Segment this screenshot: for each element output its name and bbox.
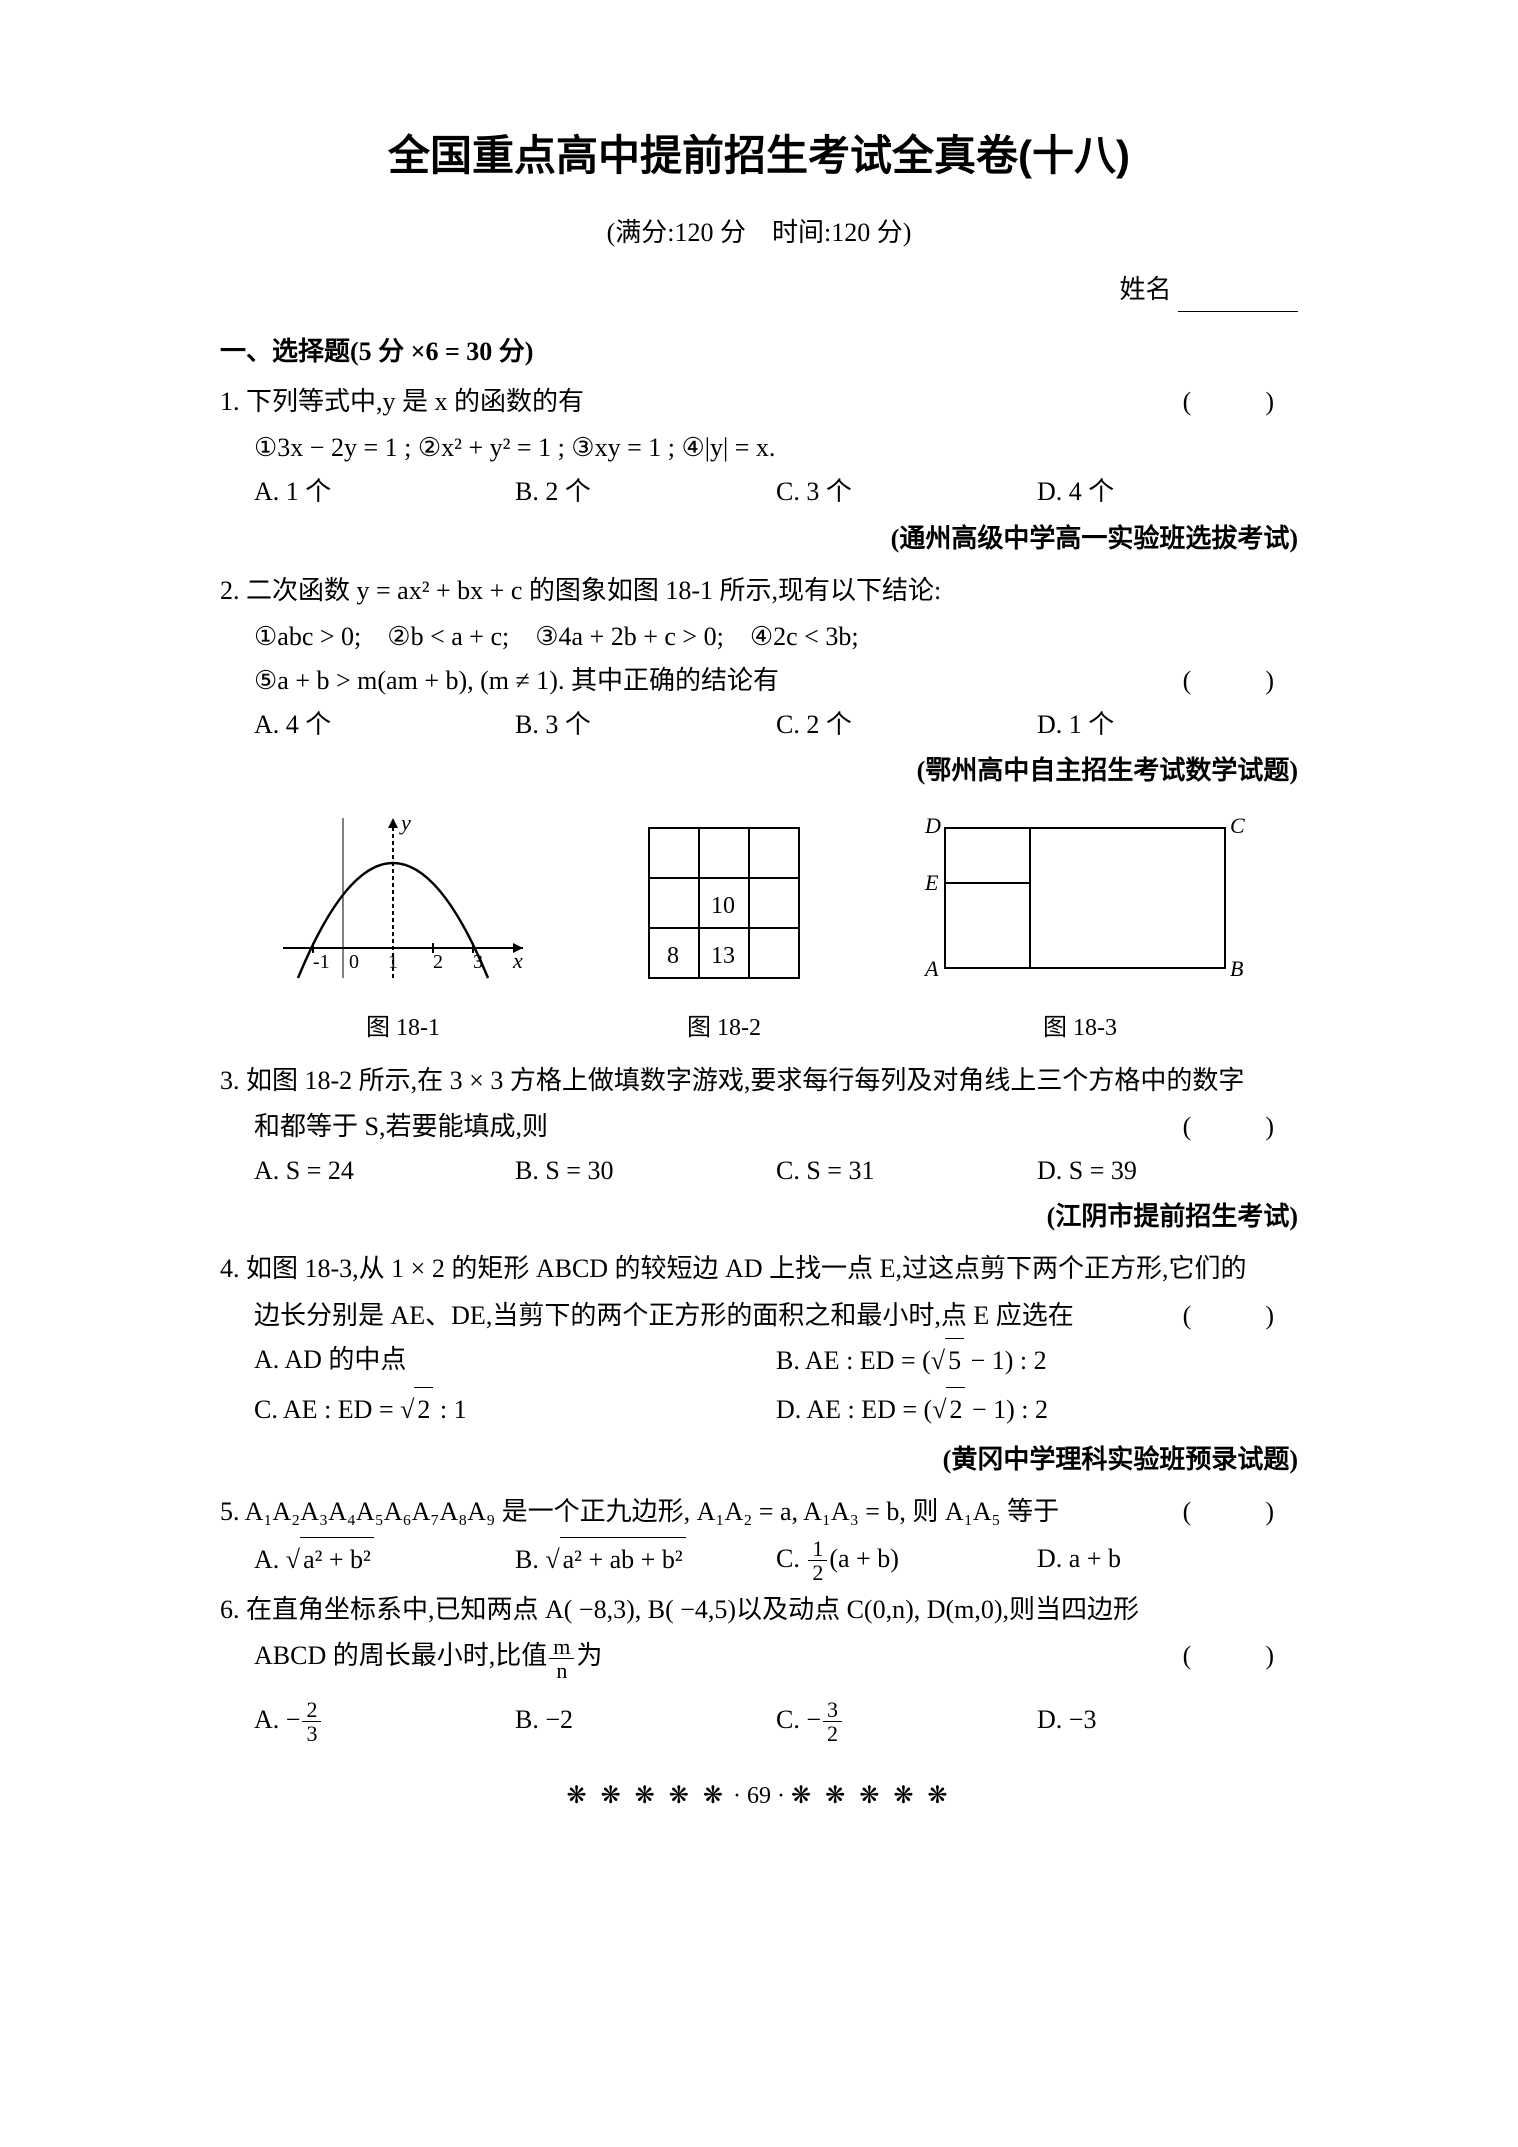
answer-paren: ( ): [1183, 1634, 1298, 1678]
question-3: 3. 如图 18-2 所示,在 3 × 3 方格上做填数字游戏,要求每行每列及对…: [220, 1059, 1298, 1103]
q3-opt-c: C. S = 31: [776, 1149, 1037, 1193]
rect-svg: D C E A B: [915, 808, 1245, 988]
page-subtitle: (满分:120 分 时间:120 分): [220, 211, 1298, 255]
section-1-head: 一、选择题(5 分 ×6 = 30 分): [220, 330, 1298, 374]
figures-row: -1 0 1 2 3 x y 图 18-1 10 8: [220, 808, 1298, 1049]
name-blank[interactable]: [1178, 311, 1298, 312]
name-field: 姓名: [220, 268, 1298, 312]
q2-source: (鄂州高中自主招生考试数学试题): [220, 749, 1298, 793]
q3-options: A. S = 24 B. S = 30 C. S = 31 D. S = 39: [220, 1149, 1298, 1193]
q6-stem2: ABCD 的周长最小时,比值mn为 ( ): [220, 1634, 1298, 1682]
q4-opt-a: A. AD 的中点: [254, 1338, 776, 1383]
fig1-caption: 图 18-1: [273, 1008, 533, 1049]
label-B: B: [1230, 956, 1243, 981]
page-title: 全国重点高中提前招生考试全真卷(十八): [220, 120, 1298, 191]
q3-opt-b: B. S = 30: [515, 1149, 776, 1193]
name-label: 姓名: [1119, 275, 1171, 304]
figure-18-1: -1 0 1 2 3 x y 图 18-1: [273, 808, 533, 1049]
q2-opt-c: C. 2 个: [776, 703, 1037, 747]
q3-source: (江阴市提前招生考试): [220, 1195, 1298, 1239]
q6-opt-b: B. −2: [515, 1698, 776, 1746]
answer-paren: ( ): [1183, 1294, 1298, 1338]
q1-opt-a: A. 1 个: [254, 470, 515, 514]
axis-0: 0: [349, 951, 359, 973]
q1-opt-d: D. 4 个: [1037, 470, 1298, 514]
axis-m1: -1: [313, 951, 330, 973]
q4-opt-c: C. AE : ED = 2 : 1: [254, 1387, 776, 1432]
exam-page: 全国重点高中提前招生考试全真卷(十八) (满分:120 分 时间:120 分) …: [0, 0, 1518, 2147]
q3-stem2: 和都等于 S,若要能填成,则 ( ): [220, 1105, 1298, 1149]
label-C: C: [1230, 813, 1245, 838]
label-A: A: [923, 956, 939, 981]
answer-paren: ( ): [1183, 1105, 1298, 1149]
q2-items2: ⑤a + b > m(am + b), (m ≠ 1). 其中正确的结论有 ( …: [220, 659, 1298, 703]
q6-opt-c: C. −32: [776, 1698, 1037, 1746]
q4-opt-b: B. AE : ED = (5 − 1) : 2: [776, 1338, 1298, 1383]
axis-3: 3: [473, 951, 483, 973]
answer-paren: ( ): [1183, 659, 1298, 703]
axis-x: x: [512, 948, 523, 973]
page-number: · 69 ·: [727, 1783, 791, 1809]
parabola-svg: -1 0 1 2 3 x y: [273, 808, 533, 988]
axis-1: 1: [388, 951, 398, 973]
grid-svg: 10 8 13: [639, 818, 809, 988]
q1-source: (通州高级中学高一实验班选拔考试): [220, 517, 1298, 561]
figure-18-2: 10 8 13 图 18-2: [639, 818, 809, 1049]
question-4: 4. 如图 18-3,从 1 × 2 的矩形 ABCD 的较短边 AD 上找一点…: [220, 1247, 1298, 1291]
axis-y: y: [399, 810, 411, 835]
q1-stem: 1. 下列等式中,y 是 x 的函数的有: [220, 387, 584, 416]
q2-opt-a: A. 4 个: [254, 703, 515, 747]
q1-items: ①3x − 2y = 1 ; ②x² + y² = 1 ; ③xy = 1 ; …: [220, 426, 1298, 470]
grid-8: 8: [667, 943, 679, 969]
figure-18-3: D C E A B 图 18-3: [915, 808, 1245, 1049]
q3-opt-d: D. S = 39: [1037, 1149, 1298, 1193]
q4-source: (黄冈中学理科实验班预录试题): [220, 1438, 1298, 1482]
grid-13: 13: [711, 943, 735, 969]
q4-stem2: 边长分别是 AE、DE,当剪下的两个正方形的面积之和最小时,点 E 应选在 ( …: [220, 1294, 1298, 1338]
flower-left: ❋ ❋ ❋ ❋ ❋: [566, 1783, 727, 1809]
q1-opt-b: B. 2 个: [515, 470, 776, 514]
question-2: 2. 二次函数 y = ax² + bx + c 的图象如图 18-1 所示,现…: [220, 569, 1298, 613]
q2-items1: ①abc > 0; ②b < a + c; ③4a + 2b + c > 0; …: [220, 615, 1298, 659]
q4-opt-d: D. AE : ED = (2 − 1) : 2: [776, 1387, 1298, 1432]
question-6: 6. 在直角坐标系中,已知两点 A( −8,3), B( −4,5)以及动点 C…: [220, 1588, 1298, 1632]
label-E: E: [924, 870, 939, 895]
q2-opt-b: B. 3 个: [515, 703, 776, 747]
question-1: 1. 下列等式中,y 是 x 的函数的有 ( ): [220, 380, 1298, 424]
axis-2: 2: [433, 951, 443, 973]
q5-opt-d: D. a + b: [1037, 1537, 1298, 1585]
q3-opt-a: A. S = 24: [254, 1149, 515, 1193]
q2-options: A. 4 个 B. 3 个 C. 2 个 D. 1 个: [220, 703, 1298, 747]
q1-options: A. 1 个 B. 2 个 C. 3 个 D. 4 个: [220, 470, 1298, 514]
q6-options: A. −23 B. −2 C. −32 D. −3: [220, 1698, 1298, 1746]
q5-options: A. a² + b² B. a² + ab + b² C. 12(a + b) …: [220, 1537, 1298, 1585]
q2-opt-d: D. 1 个: [1037, 703, 1298, 747]
q4-options: A. AD 的中点 B. AE : ED = (5 − 1) : 2 C. AE…: [220, 1338, 1298, 1436]
q6-opt-d: D. −3: [1037, 1698, 1298, 1746]
grid-10: 10: [711, 893, 735, 919]
q5-opt-b: B. a² + ab + b²: [515, 1537, 776, 1585]
question-5: 5. A₁A₂A₃A₄A₅A₆A₇A₈A₉ 是一个正九边形, A₁A₂ = a,…: [220, 1490, 1298, 1534]
q6-opt-a: A. −23: [254, 1698, 515, 1746]
answer-paren: ( ): [1183, 380, 1298, 424]
label-D: D: [924, 813, 941, 838]
page-footer: ❋ ❋ ❋ ❋ ❋ · 69 · ❋ ❋ ❋ ❋ ❋: [220, 1776, 1298, 1817]
q5-opt-c: C. 12(a + b): [776, 1537, 1037, 1585]
answer-paren: ( ): [1183, 1490, 1298, 1534]
flower-right: ❋ ❋ ❋ ❋ ❋: [791, 1783, 952, 1809]
fig2-caption: 图 18-2: [639, 1008, 809, 1049]
fig3-caption: 图 18-3: [915, 1008, 1245, 1049]
q2-stem: 2. 二次函数 y = ax² + bx + c 的图象如图 18-1 所示,现…: [220, 576, 941, 605]
q5-opt-a: A. a² + b²: [254, 1537, 515, 1585]
q1-opt-c: C. 3 个: [776, 470, 1037, 514]
